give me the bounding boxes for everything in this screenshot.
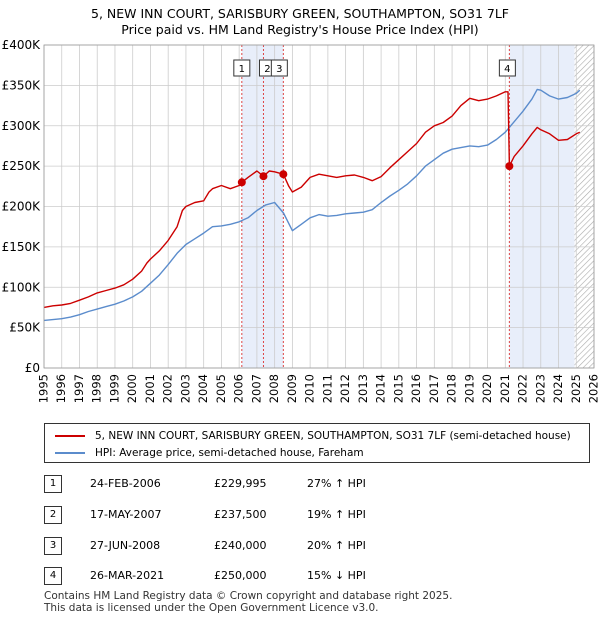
legend-item-hpi: HPI: Average price, semi-detached house,…	[55, 445, 364, 461]
chart-subtitle: Price paid vs. HM Land Registry's House …	[121, 22, 479, 37]
x-tick-label: 2010	[303, 374, 317, 403]
x-tick-label: 2008	[267, 374, 281, 403]
x-tick-label: 2020	[480, 374, 494, 403]
hpi-line	[43, 88, 581, 322]
x-tick-label: 2005	[214, 374, 228, 403]
transaction-number: 2	[44, 506, 62, 524]
transaction-date: 26-MAR-2021	[90, 569, 165, 582]
x-tick-label: 2018	[445, 374, 459, 403]
y-tick-label: £50K	[9, 321, 41, 335]
x-tick-label: 2014	[374, 374, 388, 403]
x-tick-label: 2022	[516, 374, 530, 403]
x-tick-label: 2012	[338, 374, 352, 403]
x-tick-label: 2000	[125, 374, 139, 403]
x-tick-label: 2023	[533, 374, 547, 403]
transaction-number: 3	[44, 537, 62, 555]
x-tick-label: 1997	[72, 374, 86, 403]
y-tick-label: £300K	[2, 119, 42, 133]
sale-label-number: 2	[264, 64, 270, 75]
x-tick-label: 1996	[54, 374, 68, 403]
sale-label-box	[233, 59, 251, 77]
x-tick-label: 2009	[285, 374, 299, 403]
x-tick-label: 2013	[356, 374, 370, 403]
y-tick-label: £250K	[2, 159, 42, 173]
legend-swatch-property	[55, 435, 85, 437]
x-tick-label: 2006	[232, 374, 246, 403]
transaction-price: £229,995	[214, 477, 267, 490]
x-tick-label: 2016	[409, 374, 423, 403]
transaction-date: 17-MAY-2007	[90, 508, 162, 521]
footer-licence: This data is licensed under the Open Gov…	[44, 602, 379, 614]
x-tick-label: 2002	[161, 374, 175, 403]
x-tick-label: 2024	[551, 374, 565, 403]
y-tick-label: £100K	[2, 280, 42, 294]
sale-point	[237, 178, 246, 187]
price-chart: £0 £50K £100K £150K £200K £250K £300K £350K £400…	[2, 38, 600, 403]
y-tick-label: £400K	[2, 38, 42, 52]
transaction-number: 4	[44, 567, 62, 585]
x-tick-label: 2007	[249, 374, 263, 403]
transaction-row: 3 27-JUN-2008 £240,000 20% ↑ HPI	[44, 537, 584, 557]
transaction-date: 24-FEB-2006	[90, 477, 161, 490]
x-tick-label: 2015	[391, 374, 405, 403]
transaction-hpi: 15% ↓ HPI	[307, 569, 366, 582]
x-tick-label: 2021	[498, 374, 512, 403]
transaction-hpi: 19% ↑ HPI	[307, 508, 366, 521]
legend: 5, NEW INN COURT, SARISBURY GREEN, SOUTH…	[44, 423, 590, 463]
x-tick-label: 2025	[569, 374, 583, 403]
x-tick-label: 2026	[587, 374, 600, 403]
footer-copyright: Contains HM Land Registry data © Crown c…	[44, 590, 453, 602]
sale-label-number: 3	[276, 64, 282, 75]
x-tick-label: 1995	[37, 374, 51, 403]
y-tick-label: £200K	[2, 200, 42, 214]
y-tick-label: £350K	[2, 78, 42, 92]
transaction-date: 27-JUN-2008	[90, 539, 161, 552]
sale-label-number: 4	[504, 64, 510, 75]
transaction-row: 4 26-MAR-2021 £250,000 15% ↓ HPI	[44, 567, 584, 587]
transaction-row: 1 24-FEB-2006 £229,995 27% ↑ HPI	[44, 475, 584, 495]
x-tick-label: 2011	[320, 374, 334, 403]
transaction-hpi: 20% ↑ HPI	[307, 539, 366, 552]
property-price-line	[43, 91, 581, 309]
sale-label-number: 1	[239, 64, 245, 75]
transaction-number: 1	[44, 475, 62, 493]
x-tick-label: 2017	[427, 374, 441, 403]
footer: Contains HM Land Registry data © Crown c…	[44, 590, 452, 614]
transaction-price: £237,500	[214, 508, 267, 521]
x-tick-label: 1999	[107, 374, 121, 403]
plot-border	[43, 44, 595, 369]
x-tick-label: 2019	[462, 374, 476, 403]
legend-item-property: 5, NEW INN COURT, SARISBURY GREEN, SOUTH…	[55, 428, 571, 444]
x-tick-label: 2004	[196, 374, 210, 403]
sale-label-box	[498, 59, 516, 77]
transaction-price: £250,000	[214, 569, 267, 582]
sale-point	[505, 162, 514, 171]
x-tick-label: 2001	[143, 374, 157, 403]
y-tick-label: £150K	[2, 240, 42, 254]
sale-point	[279, 170, 288, 179]
transaction-hpi: 27% ↑ HPI	[307, 477, 366, 490]
chart-title: 5, NEW INN COURT, SARISBURY GREEN, SOUTH…	[91, 6, 509, 21]
legend-label-property: 5, NEW INN COURT, SARISBURY GREEN, SOUTH…	[95, 430, 571, 442]
sale-point	[259, 172, 268, 181]
x-tick-label: 2003	[178, 374, 192, 403]
x-tick-label: 1998	[90, 374, 104, 403]
transaction-price: £240,000	[214, 539, 267, 552]
transaction-row: 2 17-MAY-2007 £237,500 19% ↑ HPI	[44, 506, 584, 526]
legend-swatch-hpi	[55, 452, 85, 454]
y-tick-label: £0	[25, 361, 40, 375]
legend-label-hpi: HPI: Average price, semi-detached house,…	[95, 447, 364, 459]
sale-label-box	[270, 59, 288, 77]
